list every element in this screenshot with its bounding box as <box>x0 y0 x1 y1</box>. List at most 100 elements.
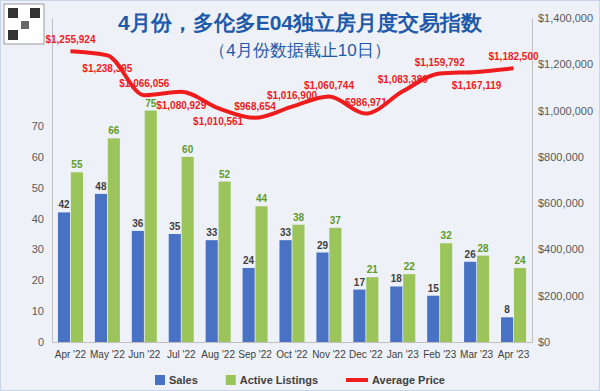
bar <box>366 277 378 342</box>
tick: 30 <box>32 243 52 255</box>
bar <box>329 228 341 342</box>
tick: $400,000 <box>532 243 584 255</box>
data-label: $1,016,900 <box>267 90 317 101</box>
qr-block <box>21 21 29 29</box>
bar <box>427 296 439 342</box>
tick: $200,000 <box>532 290 584 302</box>
tick: $800,000 <box>532 151 584 163</box>
title: 4月份，多伦多E04独立房月度交易指数 <box>118 11 483 34</box>
tick: Aug '22 <box>201 349 235 360</box>
data-label: 22 <box>404 261 416 272</box>
data-label: $968,654 <box>234 101 276 112</box>
tick-label: Jun '22 <box>128 349 160 360</box>
tick-label: $600,000 <box>538 197 584 209</box>
bar <box>279 240 291 342</box>
tick: Jul '22 <box>167 349 196 360</box>
tick: Nov '22 <box>312 349 346 360</box>
data-label: 32 <box>441 230 453 241</box>
tick: 50 <box>32 182 52 194</box>
tick-label: 30 <box>32 243 44 255</box>
tick-label: Oct '22 <box>276 349 308 360</box>
axis-line <box>53 342 533 343</box>
bar <box>477 256 489 342</box>
legend: SalesActive ListingsAverage Price <box>155 374 445 386</box>
subtitle: （4月份数据截止10日） <box>209 41 390 60</box>
tick: $1,400,000 <box>532 12 593 24</box>
qr-frame <box>4 4 44 44</box>
tick-label: 10 <box>32 305 44 317</box>
background <box>1 1 600 391</box>
tick: $600,000 <box>532 197 584 209</box>
tick-label: Apr '23 <box>498 349 530 360</box>
data-label: 42 <box>58 199 70 210</box>
legend-label: Sales <box>169 374 198 386</box>
tick-label: Sep '22 <box>238 349 272 360</box>
data-label: $1,238,395 <box>82 63 132 74</box>
data-label: 28 <box>478 243 490 254</box>
bar-series <box>71 111 526 342</box>
bar <box>169 234 181 342</box>
bar <box>292 225 304 342</box>
tick: 70 <box>32 120 52 132</box>
bar <box>182 157 194 342</box>
data-label: 35 <box>169 221 181 232</box>
bar <box>132 231 144 342</box>
tick: Apr '22 <box>55 349 87 360</box>
legend-item: Sales <box>155 374 198 386</box>
tick: Jun '22 <box>128 349 160 360</box>
tick: Feb '23 <box>423 349 456 360</box>
data-label: $1,182,500 <box>489 51 539 62</box>
data-label: $1,010,561 <box>193 116 243 127</box>
legend-label: Active Listings <box>240 374 318 386</box>
data-label: $1,167,119 <box>452 80 502 91</box>
tick-label: Jul '22 <box>167 349 196 360</box>
legend-swatch <box>155 375 165 385</box>
qr-block <box>8 8 18 18</box>
data-label: 29 <box>317 240 329 251</box>
data-label: $1,159,792 <box>415 57 465 68</box>
tick-label: Nov '22 <box>312 349 346 360</box>
bar <box>243 268 255 342</box>
data-label: 75 <box>145 98 157 109</box>
bar <box>440 243 452 342</box>
bar <box>316 253 328 342</box>
data-label: 36 <box>132 218 144 229</box>
qr-block <box>8 30 18 40</box>
bar <box>58 212 70 342</box>
tick: $1,200,000 <box>532 58 593 70</box>
data-label: 52 <box>219 169 231 180</box>
tick-label: $400,000 <box>538 243 584 255</box>
axis-line <box>532 19 533 343</box>
data-label: 15 <box>428 283 440 294</box>
tick: 0 <box>38 336 52 348</box>
tick-label: Feb '23 <box>423 349 456 360</box>
bar <box>390 286 402 342</box>
tick-label: 40 <box>32 213 44 225</box>
data-label: 33 <box>280 227 292 238</box>
bar <box>353 290 365 342</box>
y-axis: 010203040506070 <box>32 19 53 349</box>
data-label: 24 <box>514 255 526 266</box>
bar <box>71 172 83 342</box>
y2-axis: $0$200,000$400,000$600,000$800,000$1,000… <box>532 12 593 348</box>
tick: $1,000,000 <box>532 105 593 117</box>
data-label: 26 <box>465 249 477 260</box>
tick: Sep '22 <box>238 349 272 360</box>
tick: Mar '23 <box>460 349 493 360</box>
legend-item: Active Listings <box>226 374 318 386</box>
data-label: 55 <box>71 159 83 170</box>
data-label: $1,083,389 <box>378 74 428 85</box>
tick-label: $1,400,000 <box>538 12 593 24</box>
data-label: 8 <box>504 304 510 315</box>
bar-series <box>58 194 513 342</box>
data-label: $986,971 <box>345 97 387 108</box>
tick: Oct '22 <box>276 349 308 360</box>
tick: May '22 <box>90 349 125 360</box>
chart-svg: 4月份，多伦多E04独立房月度交易指数（4月份数据截止10日）010203040… <box>0 0 600 391</box>
tick-label: $1,200,000 <box>538 58 593 70</box>
bar <box>501 317 513 342</box>
bar <box>255 206 267 342</box>
data-label: 33 <box>206 227 218 238</box>
legend-swatch <box>226 375 236 385</box>
data-label: $1,066,056 <box>119 78 169 89</box>
